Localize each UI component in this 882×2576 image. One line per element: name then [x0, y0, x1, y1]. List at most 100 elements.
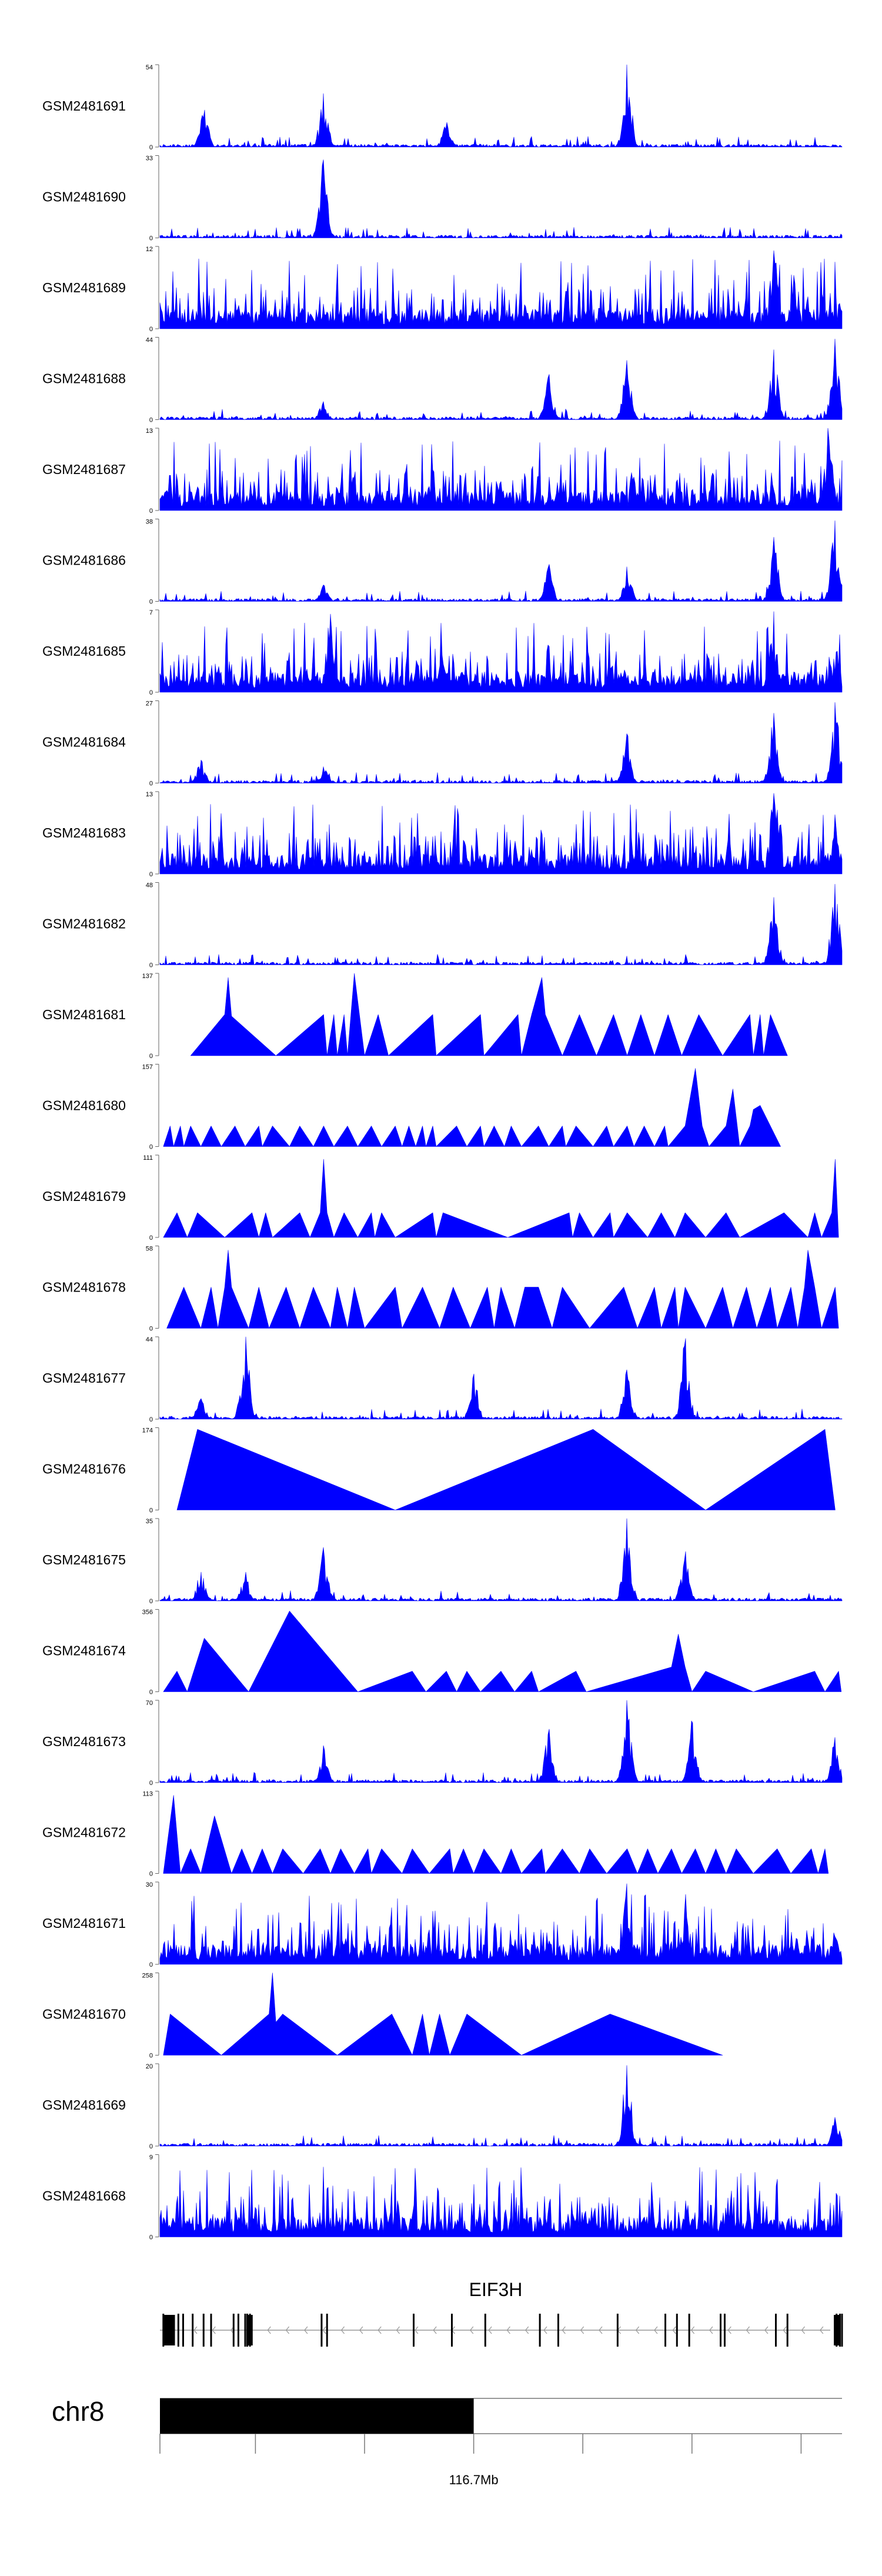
strand-arrow: [433, 2326, 437, 2334]
signal-area: [159, 702, 843, 783]
strand-arrow: [820, 2326, 824, 2334]
track-label: GSM2481680: [42, 1098, 126, 1113]
strand-arrow: [727, 2326, 731, 2334]
track-GSM2481673: GSM2481673 70 0: [42, 1700, 843, 1787]
strand-arrow: [801, 2326, 806, 2334]
track-label: GSM2481688: [42, 371, 126, 386]
y-tick-label-max: 356: [142, 1609, 153, 1616]
track-GSM2481684: GSM2481684 27 0: [42, 700, 843, 788]
strand-arrow: [340, 2326, 345, 2334]
signal-area: [159, 793, 843, 875]
gene-label: EIF3H: [469, 2279, 523, 2300]
chromosome-label: chr8: [52, 2396, 104, 2427]
exon-block: [834, 2315, 841, 2345]
y-tick-label-min: 0: [149, 689, 153, 696]
strand-arrow: [524, 2326, 529, 2334]
y-tick-label-min: 0: [149, 508, 153, 515]
y-tick-label-max: 13: [146, 428, 153, 435]
track-GSM2481691: GSM2481691 54 0: [42, 64, 843, 151]
y-tick-label-max: 113: [142, 1791, 153, 1798]
y-tick-label-max: 58: [146, 1246, 153, 1253]
track-label: GSM2481686: [42, 553, 126, 568]
track-label: GSM2481687: [42, 462, 126, 477]
track-GSM2481668: GSM2481668 9 0: [42, 2154, 843, 2241]
track-GSM2481685: GSM2481685 7 0: [42, 609, 843, 696]
y-tick-label-min: 0: [149, 1144, 153, 1151]
strand-arrow: [599, 2326, 603, 2334]
track-GSM2481690: GSM2481690 33 0: [42, 155, 843, 242]
y-tick-label-max: 70: [146, 1700, 153, 1707]
signal-area: [159, 2167, 843, 2237]
y-tick-label-max: 44: [146, 337, 153, 344]
signal-area: [159, 2065, 843, 2147]
y-tick-label-min: 0: [149, 326, 153, 333]
y-tick-label-max: 38: [146, 519, 153, 526]
strand-arrow: [580, 2326, 584, 2334]
track-label: GSM2481685: [42, 643, 126, 659]
track-GSM2481678: GSM2481678 58 0: [42, 1246, 839, 1333]
strand-arrow: [267, 2326, 271, 2334]
y-tick-label-min: 0: [149, 144, 153, 151]
track-label: GSM2481681: [42, 1007, 126, 1022]
y-tick-label-max: 258: [142, 1973, 153, 1980]
y-tick-label-max: 44: [146, 1336, 153, 1343]
track-label: GSM2481691: [42, 98, 126, 114]
y-tick-label-max: 157: [142, 1064, 153, 1071]
strand-arrow: [285, 2326, 290, 2334]
track-GSM2481680: GSM2481680 157 0: [42, 1064, 781, 1151]
y-tick-label-max: 13: [146, 791, 153, 798]
track-label: GSM2481679: [42, 1189, 126, 1204]
track-GSM2481669: GSM2481669 20 0: [42, 2063, 843, 2150]
signal-area: [163, 1795, 829, 1874]
y-tick-label-max: 35: [146, 1518, 153, 1525]
signal-area: [163, 1611, 842, 1692]
track-label: GSM2481673: [42, 1734, 126, 1749]
strand-arrow: [764, 2326, 769, 2334]
y-tick-label-max: 137: [142, 973, 153, 980]
y-tick-label-min: 0: [149, 871, 153, 878]
track-label: GSM2481677: [42, 1370, 126, 1386]
strand-arrow: [359, 2326, 363, 2334]
signal-area: [176, 1429, 836, 1510]
track-label: GSM2481682: [42, 916, 126, 932]
y-tick-label-min: 0: [149, 1689, 153, 1696]
track-GSM2481689: GSM2481689 12 0: [42, 246, 843, 333]
y-tick-label-max: 7: [149, 609, 153, 616]
y-tick-label-min: 0: [149, 1507, 153, 1514]
y-tick-label-min: 0: [149, 2143, 153, 2150]
y-tick-label-max: 48: [146, 882, 153, 889]
exon-block: [247, 2315, 253, 2345]
y-tick-label-max: 111: [143, 1154, 153, 1162]
y-tick-label-max: 174: [142, 1427, 153, 1434]
y-tick-label-min: 0: [149, 1780, 153, 1787]
track-label: GSM2481672: [42, 1825, 126, 1840]
strand-arrow: [212, 2326, 216, 2334]
signal-area: [159, 64, 843, 148]
track-label: GSM2481669: [42, 2097, 126, 2113]
signal-area: [159, 1700, 843, 1783]
track-GSM2481687: GSM2481687 13 0: [42, 428, 843, 515]
exon-block: [163, 2315, 175, 2345]
signal-area: [159, 1518, 843, 1601]
y-tick-label-max: 33: [146, 155, 153, 162]
strand-arrow: [783, 2326, 787, 2334]
y-tick-label-min: 0: [149, 235, 153, 242]
signal-area: [159, 159, 843, 238]
y-tick-label-max: 30: [146, 1881, 153, 1888]
strand-arrow: [488, 2326, 492, 2334]
gene-track: EIF3H: [160, 2279, 843, 2347]
signal-area: [159, 1883, 843, 1965]
track-label: GSM2481678: [42, 1280, 126, 1295]
track-GSM2481682: GSM2481682 48 0: [42, 882, 843, 969]
y-tick-label-min: 0: [149, 1326, 153, 1333]
signal-area: [166, 1250, 839, 1329]
strand-arrow: [304, 2326, 308, 2334]
track-GSM2481688: GSM2481688 44 0: [42, 337, 843, 424]
y-tick-label-min: 0: [149, 1871, 153, 1878]
track-label: GSM2481690: [42, 189, 126, 205]
strand-arrow: [414, 2326, 419, 2334]
track-GSM2481670: GSM2481670 258 0: [42, 1973, 723, 2060]
strand-arrow: [654, 2326, 658, 2334]
track-label: GSM2481674: [42, 1643, 126, 1659]
y-tick-label-min: 0: [149, 1234, 153, 1242]
